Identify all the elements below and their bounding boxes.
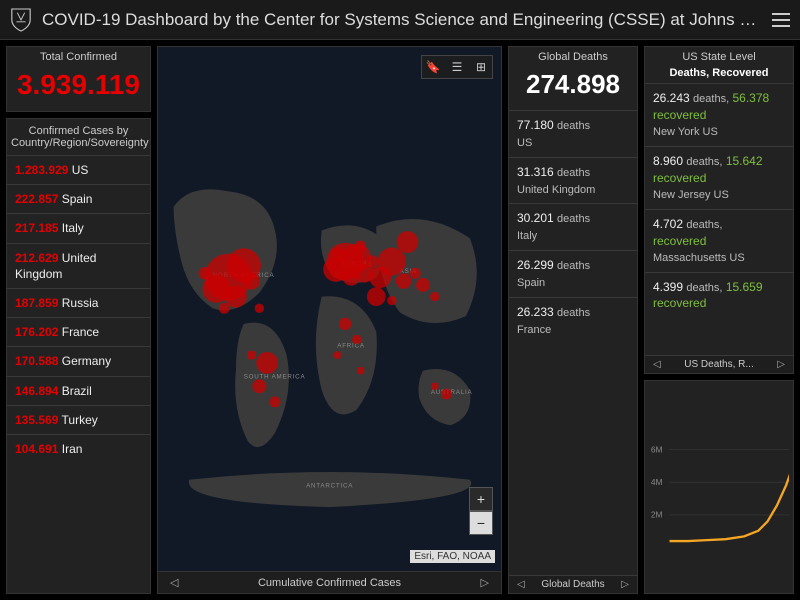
map-toolbar: 🔖 ☰ ⊞ <box>421 55 493 79</box>
right-column: US State Level Deaths, Recovered 26.243 … <box>644 46 794 594</box>
case-dot[interactable] <box>332 247 346 261</box>
case-dot[interactable] <box>247 350 256 359</box>
case-dot[interactable] <box>357 367 365 375</box>
case-dot[interactable] <box>339 318 351 330</box>
us-panel-subtitle: Deaths, Recovered <box>645 67 793 83</box>
tab-prev-icon[interactable]: ◁ <box>513 579 529 590</box>
list-item[interactable]: 8.960 deaths, 15.642 recoveredNew Jersey… <box>645 146 793 209</box>
page-title: COVID-19 Dashboard by the Center for Sys… <box>42 10 762 30</box>
global-deaths-panel: Global Deaths 274.898 77.180 deathsUS31.… <box>508 46 638 594</box>
list-item[interactable]: 30.201 deathsItaly <box>509 203 637 250</box>
total-confirmed-panel: Total Confirmed 3.939.119 <box>6 46 151 112</box>
y-tick-label: 2M <box>651 510 663 520</box>
tab-next-icon[interactable]: ▷ <box>773 359 789 370</box>
us-panel-title: US State Level <box>645 47 793 67</box>
confirmed-list[interactable]: 1.283.929 US222.857 Spain217.185 Italy21… <box>7 155 150 593</box>
total-confirmed-title: Total Confirmed <box>7 47 150 67</box>
list-item[interactable]: 4.399 deaths, 15.659 recovered <box>645 272 793 318</box>
y-tick-label: 6M <box>651 445 663 455</box>
case-dot[interactable] <box>255 304 264 313</box>
total-confirmed-value: 3.939.119 <box>7 67 150 111</box>
header-bar: COVID-19 Dashboard by the Center for Sys… <box>0 0 800 40</box>
case-dot[interactable] <box>387 296 396 305</box>
case-dot[interactable] <box>333 351 341 359</box>
deaths-tab-label[interactable]: Global Deaths <box>541 579 604 590</box>
case-dot[interactable] <box>441 389 452 400</box>
case-dot[interactable] <box>199 267 211 279</box>
continent-label: AFRICA <box>337 342 365 349</box>
tab-next-icon[interactable]: ▷ <box>617 579 633 590</box>
zoom-out-button[interactable]: − <box>469 511 493 535</box>
list-item[interactable]: 212.629 United Kingdom <box>7 243 150 288</box>
list-item[interactable]: 1.283.929 US <box>7 155 150 184</box>
list-item[interactable]: 4.702 deaths, recoveredMassachusetts US <box>645 209 793 272</box>
case-dot[interactable] <box>219 303 230 314</box>
list-item[interactable]: 176.202 France <box>7 317 150 346</box>
case-dot[interactable] <box>378 248 406 276</box>
global-deaths-value: 274.898 <box>509 67 637 110</box>
list-item[interactable]: 222.857 Spain <box>7 184 150 213</box>
case-dot[interactable] <box>410 268 421 279</box>
list-item[interactable]: 187.859 Russia <box>7 288 150 317</box>
timeseries-chart: 6M 4M 2M <box>649 385 789 589</box>
y-tick-label: 4M <box>651 477 663 487</box>
list-item[interactable]: 170.588 Germany <box>7 346 150 375</box>
us-state-panel: US State Level Deaths, Recovered 26.243 … <box>644 46 794 374</box>
case-dot[interactable] <box>397 231 419 253</box>
us-tab-label[interactable]: US Deaths, R... <box>684 359 753 370</box>
list-item[interactable]: 26.299 deathsSpain <box>509 250 637 297</box>
zoom-in-button[interactable]: + <box>469 487 493 511</box>
confirmed-list-panel: Confirmed Cases by Country/Region/Sovere… <box>6 118 151 594</box>
list-item[interactable]: 146.894 Brazil <box>7 376 150 405</box>
map-panel[interactable]: NORTH AMERICASOUTH AMERICAEUROPEAFRICAAS… <box>157 46 502 594</box>
map-attribution: Esri, FAO, NOAA <box>410 550 495 563</box>
case-dot[interactable] <box>343 269 360 286</box>
us-tabbar: ◁ US Deaths, R... ▷ <box>645 355 793 373</box>
deaths-list[interactable]: 77.180 deathsUS31.316 deathsUnited Kingd… <box>509 110 637 575</box>
list-item[interactable]: 135.569 Turkey <box>7 405 150 434</box>
list-item[interactable]: 104.691 Iran <box>7 434 150 463</box>
confirmed-list-title: Confirmed Cases by Country/Region/Sovere… <box>7 119 150 155</box>
case-dot[interactable] <box>396 273 412 289</box>
tab-prev-icon[interactable]: ◁ <box>649 359 665 370</box>
menu-icon[interactable] <box>772 13 790 27</box>
case-dot[interactable] <box>355 240 366 251</box>
tab-next-icon[interactable]: ▷ <box>477 576 493 589</box>
deaths-tabbar: ◁ Global Deaths ▷ <box>509 575 637 593</box>
list-item[interactable]: 26.233 deathsFrance <box>509 297 637 344</box>
jhu-shield-icon <box>10 7 32 33</box>
list-item[interactable]: 217.185 Italy <box>7 213 150 242</box>
case-dot[interactable] <box>430 292 439 301</box>
tab-prev-icon[interactable]: ◁ <box>166 576 182 589</box>
list-icon[interactable]: ☰ <box>446 56 468 78</box>
bookmark-icon[interactable]: 🔖 <box>422 56 444 78</box>
list-item[interactable]: 31.316 deathsUnited Kingdom <box>509 157 637 204</box>
continent-label: SOUTH AMERICA <box>244 373 306 380</box>
case-dot[interactable] <box>431 382 439 390</box>
world-map[interactable]: NORTH AMERICASOUTH AMERICAEUROPEAFRICAAS… <box>158 47 501 593</box>
case-dot[interactable] <box>352 335 361 344</box>
list-item[interactable]: 77.180 deathsUS <box>509 110 637 157</box>
case-dot[interactable] <box>367 287 386 306</box>
case-dot[interactable] <box>252 379 266 393</box>
us-list[interactable]: 26.243 deaths, 56.378 recoveredNew York … <box>645 83 793 355</box>
list-item[interactable]: 26.243 deaths, 56.378 recoveredNew York … <box>645 83 793 146</box>
case-dot[interactable] <box>256 352 278 374</box>
global-deaths-title: Global Deaths <box>509 47 637 67</box>
map-tabbar: ◁ Cumulative Confirmed Cases ▷ <box>158 571 501 593</box>
map-tab-label[interactable]: Cumulative Confirmed Cases <box>258 577 401 589</box>
case-dot[interactable] <box>416 278 430 292</box>
case-dot[interactable] <box>366 255 378 267</box>
case-dot[interactable] <box>225 286 247 308</box>
continent-label: ANTARCTICA <box>306 483 353 490</box>
grid-icon[interactable]: ⊞ <box>470 56 492 78</box>
zoom-control: + − <box>469 487 493 535</box>
left-column: Total Confirmed 3.939.119 Confirmed Case… <box>6 46 151 594</box>
case-dot[interactable] <box>243 272 260 289</box>
deaths-column: Global Deaths 274.898 77.180 deathsUS31.… <box>508 46 638 594</box>
case-dot[interactable] <box>269 396 280 407</box>
chart-panel: 6M 4M 2M <box>644 380 794 594</box>
